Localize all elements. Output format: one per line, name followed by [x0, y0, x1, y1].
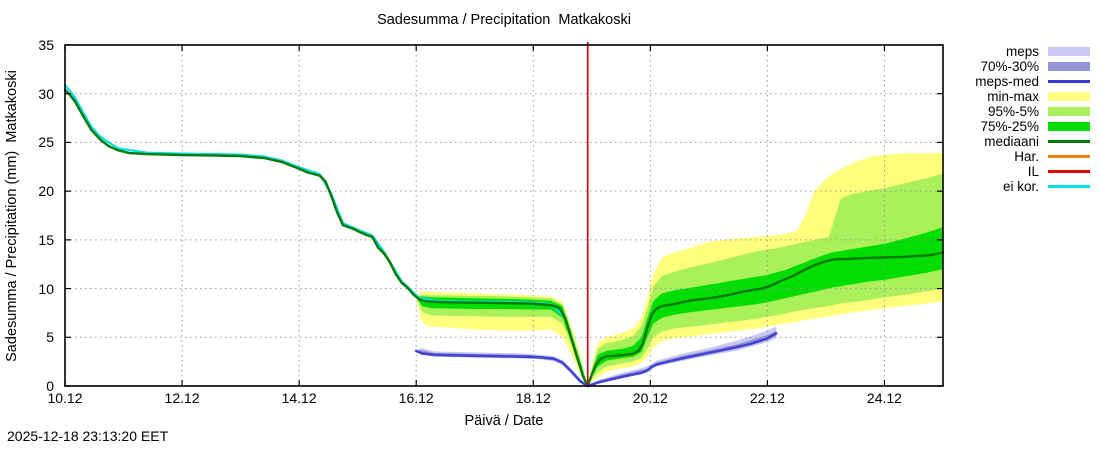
legend-item-label: min-max — [987, 89, 1039, 104]
x-tick-label: 16.12 — [398, 390, 434, 406]
x-tick-label: 10.12 — [47, 390, 83, 406]
x-tick-label: 14.12 — [281, 390, 317, 406]
legend-item: meps-med — [840, 74, 1090, 89]
plot-border — [64, 44, 944, 387]
generated-timestamp: 2025-12-18 23:13:20 EET — [7, 428, 169, 444]
legend-item: Har. — [840, 149, 1090, 164]
legend-swatch-line — [1048, 170, 1090, 173]
y-tick-label: 20 — [38, 183, 54, 200]
series-mediaani — [63, 88, 945, 388]
legend-item: 70%-30% — [840, 59, 1090, 74]
x-tick-label: 22.12 — [749, 390, 785, 406]
legend-item: 95%-5% — [840, 104, 1090, 119]
series-eikor — [63, 83, 588, 385]
y-tick-label: 35 — [38, 37, 54, 53]
legend-swatch-band — [1048, 107, 1090, 116]
y-tick-label: 15 — [38, 231, 54, 248]
y-tick-label: 5 — [46, 329, 54, 346]
chart-title: Sadesumma / Precipitation Matkakoski — [377, 12, 631, 28]
x-tick-label: 20.12 — [632, 390, 668, 406]
x-axis-label: Päivä / Date — [464, 413, 544, 429]
legend-item: 75%-25% — [840, 119, 1090, 134]
x-tick-label: 24.12 — [866, 390, 902, 406]
legend-item: min-max — [840, 89, 1090, 104]
x-tick-label: 12.12 — [164, 390, 200, 406]
legend-swatch-band — [1048, 62, 1090, 71]
legend-item-label: 75%-25% — [980, 119, 1039, 134]
legend-item-label: meps — [1005, 44, 1039, 59]
chart-legend: meps 70%-30% meps-med min-max 95%-5% 75%-25% m… — [840, 44, 1090, 194]
legend-swatch-band — [1048, 92, 1090, 101]
band-95-5 — [416, 173, 943, 386]
legend-swatch-line — [1048, 185, 1090, 188]
legend-item-label: Har. — [1014, 149, 1039, 164]
legend-item-label: ei kor. — [1002, 179, 1039, 194]
y-tick-label: 10 — [38, 280, 54, 297]
legend-item-label: 95%-5% — [987, 104, 1039, 119]
y-tick-label: 0 — [46, 378, 54, 394]
legend-swatch-line — [1048, 155, 1090, 158]
y-tick-label: 30 — [38, 85, 54, 102]
legend-item-label: meps-med — [975, 74, 1039, 89]
band-min-max — [416, 153, 943, 386]
legend-swatch-line — [1048, 140, 1090, 143]
legend-item: IL — [840, 164, 1090, 179]
x-tick-label: 18.12 — [515, 390, 551, 406]
legend-item-label: 70%-30% — [980, 59, 1039, 74]
legend-swatch-band — [1048, 122, 1090, 131]
legend-swatch-line — [1048, 80, 1090, 83]
series-meps-med — [414, 332, 778, 388]
legend-item-label: mediaani — [984, 134, 1039, 149]
legend-item: mediaani — [840, 134, 1090, 149]
y-tick-label: 25 — [38, 134, 54, 151]
legend-item-label: IL — [1027, 164, 1039, 179]
legend-item: meps — [840, 44, 1090, 59]
legend-item: ei kor. — [840, 179, 1090, 194]
legend-swatch-band — [1048, 47, 1090, 56]
